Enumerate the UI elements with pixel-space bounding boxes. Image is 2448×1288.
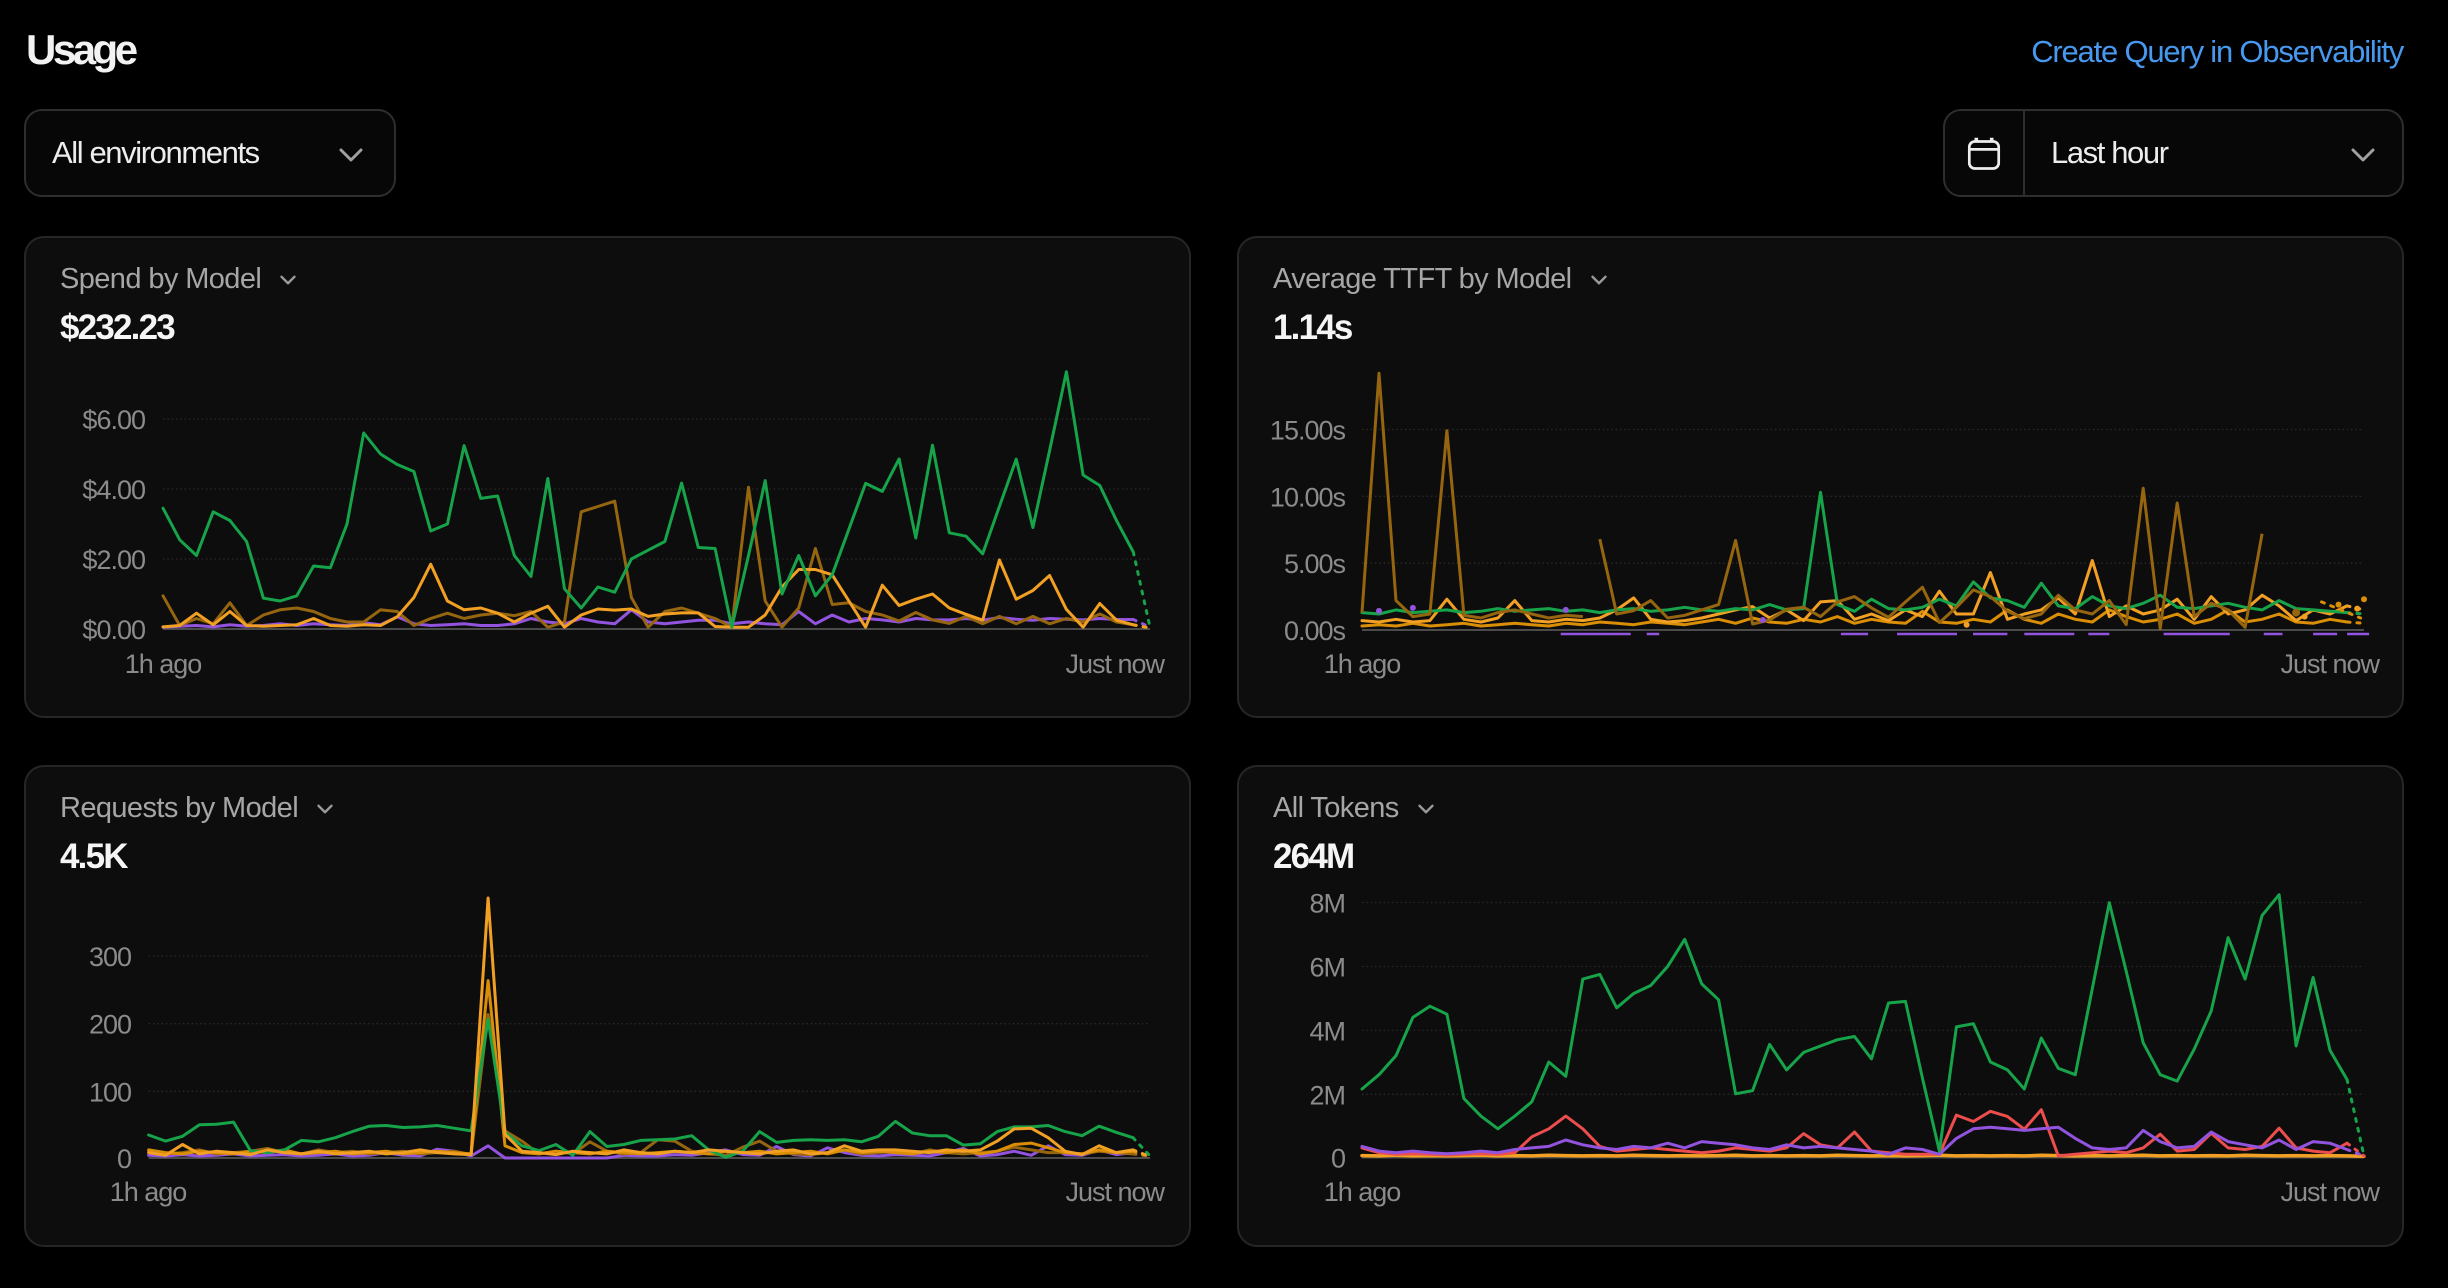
svg-text:$0.00: $0.00: [82, 615, 145, 645]
svg-text:Just now: Just now: [2280, 1177, 2380, 1207]
svg-text:8M: 8M: [1309, 889, 1345, 919]
svg-text:15.00s: 15.00s: [1270, 416, 1346, 446]
svg-text:100: 100: [89, 1077, 131, 1107]
svg-text:Just now: Just now: [2280, 649, 2380, 679]
svg-text:10.00s: 10.00s: [1270, 482, 1346, 512]
svg-text:$6.00: $6.00: [82, 405, 145, 435]
svg-text:200: 200: [89, 1010, 131, 1040]
svg-text:0: 0: [117, 1144, 131, 1174]
svg-text:1h ago: 1h ago: [125, 649, 202, 679]
svg-text:1h ago: 1h ago: [110, 1177, 187, 1207]
svg-text:1h ago: 1h ago: [1324, 649, 1401, 679]
svg-text:Just now: Just now: [1065, 1177, 1165, 1207]
svg-text:$2.00: $2.00: [82, 545, 145, 575]
svg-text:Just now: Just now: [1065, 649, 1165, 679]
svg-text:0.00s: 0.00s: [1284, 616, 1346, 646]
svg-text:6M: 6M: [1309, 953, 1345, 983]
svg-text:5.00s: 5.00s: [1284, 549, 1346, 579]
svg-text:2M: 2M: [1309, 1080, 1345, 1110]
svg-text:0: 0: [1331, 1144, 1345, 1174]
svg-text:1h ago: 1h ago: [1324, 1177, 1401, 1207]
svg-text:300: 300: [89, 942, 131, 972]
svg-text:$4.00: $4.00: [82, 475, 145, 505]
svg-text:4M: 4M: [1309, 1016, 1345, 1046]
